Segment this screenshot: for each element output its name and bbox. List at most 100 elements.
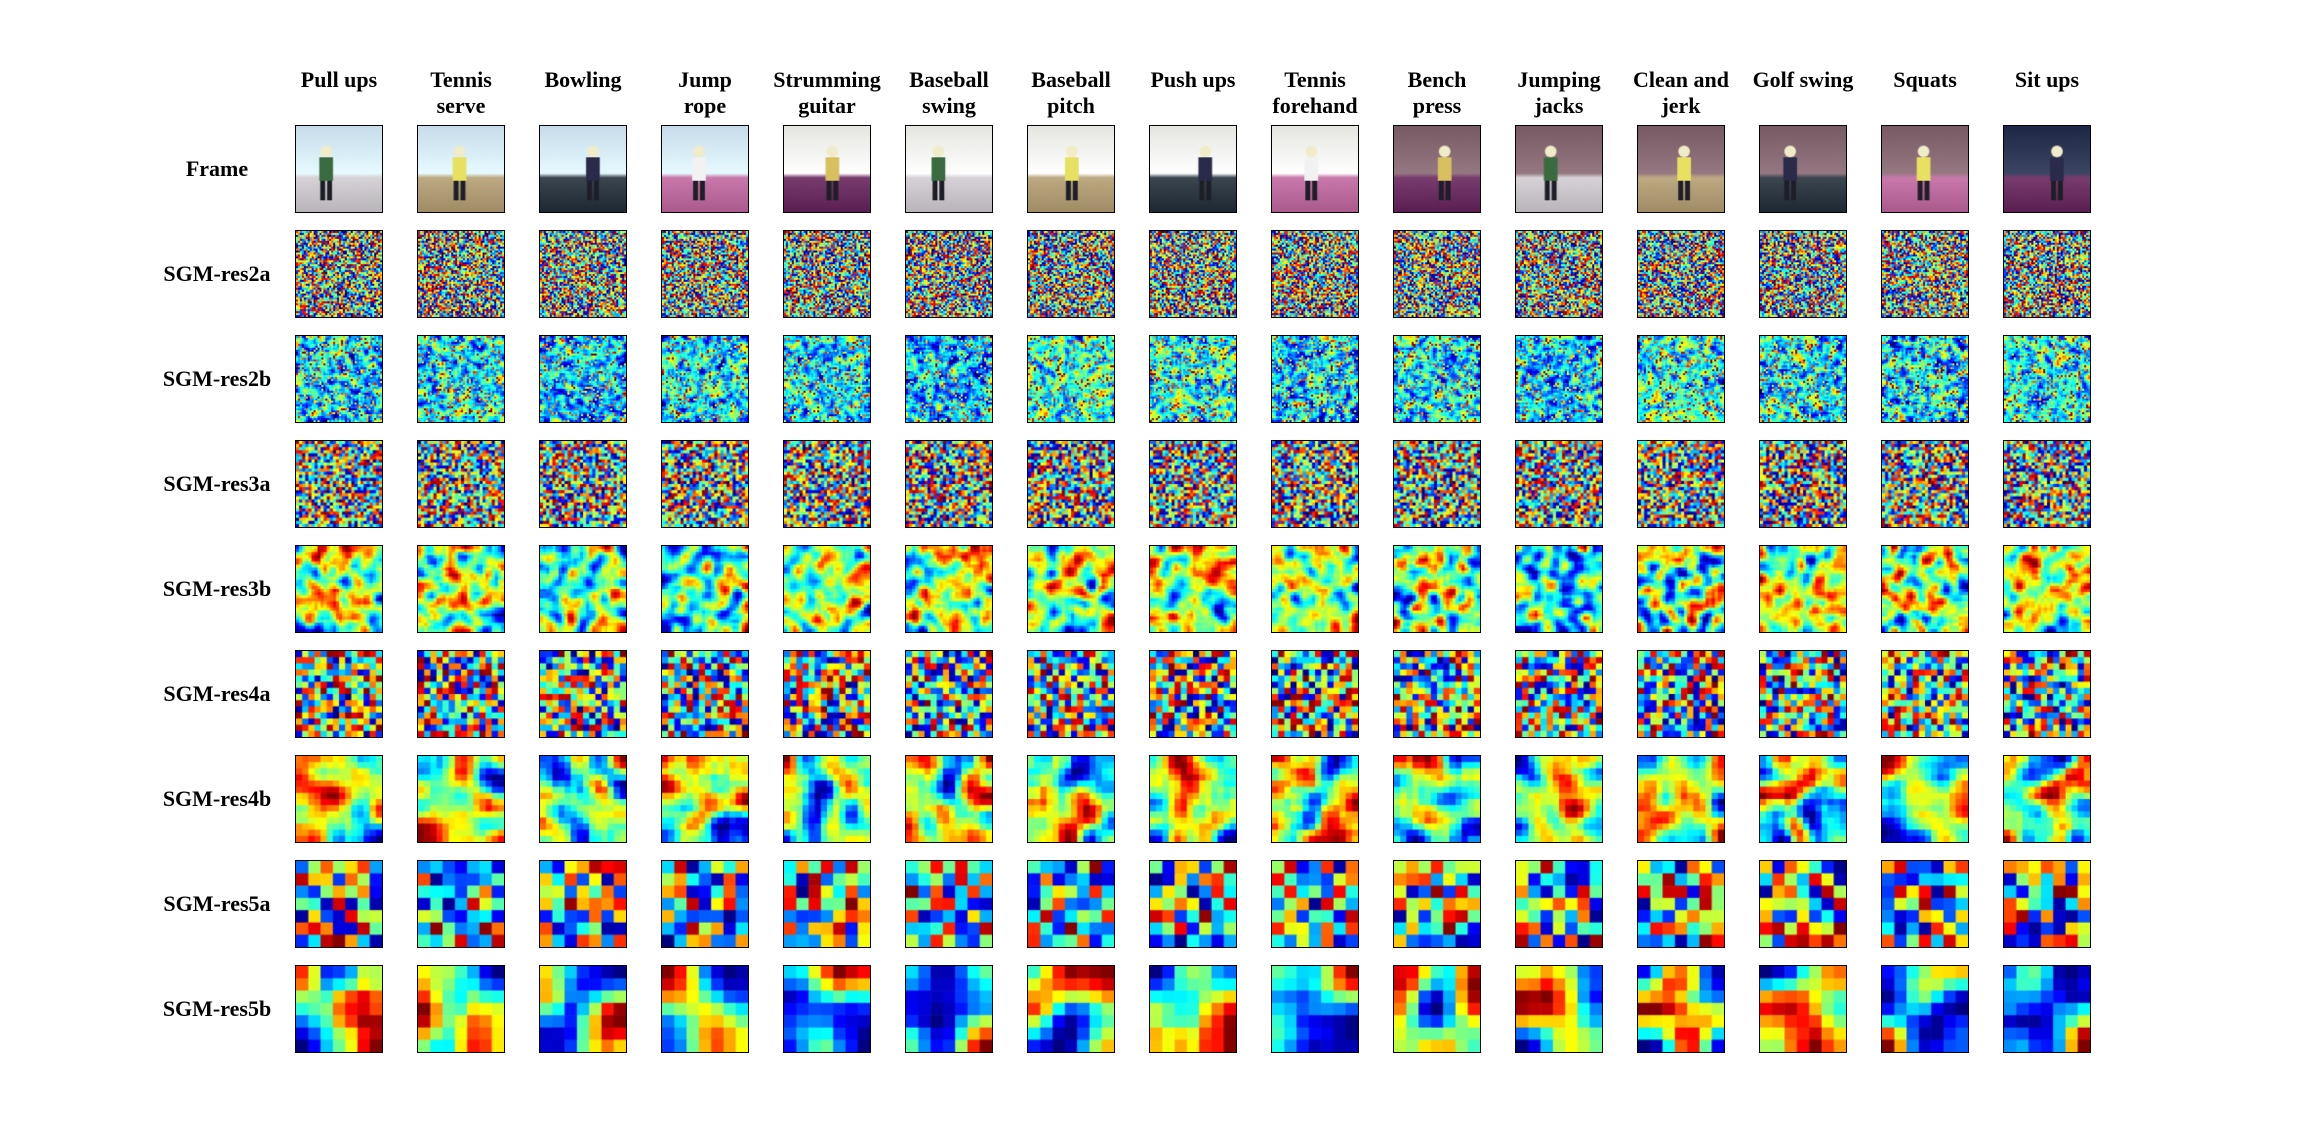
row-label: SGM-res2b [132,366,302,392]
video-frame-thumbnail [1637,125,1725,213]
feature-map-thumbnail [1149,755,1237,843]
feature-map-thumbnail [1393,545,1481,633]
video-frame-thumbnail [1027,125,1115,213]
feature-map-thumbnail [1149,440,1237,528]
video-frame-thumbnail [661,125,749,213]
feature-map-thumbnail [1637,335,1725,423]
feature-map-thumbnail [1393,755,1481,843]
feature-map-thumbnail [2003,335,2091,423]
feature-map-thumbnail [2003,860,2091,948]
column-header: Push ups [1123,67,1263,93]
row-label: Frame [132,156,302,182]
feature-map-thumbnail [783,440,871,528]
video-frame-thumbnail [295,125,383,213]
feature-map-thumbnail [539,230,627,318]
column-header: Squats [1855,67,1995,93]
feature-map-thumbnail [905,230,993,318]
feature-map-thumbnail [417,545,505,633]
feature-map-thumbnail [295,335,383,423]
feature-map-thumbnail [661,965,749,1053]
row-label: SGM-res5a [132,891,302,917]
feature-map-thumbnail [417,440,505,528]
feature-map-thumbnail [1027,965,1115,1053]
column-header: Baseball swing [879,67,1019,119]
feature-map-thumbnail [417,860,505,948]
feature-map-thumbnail [1881,545,1969,633]
feature-map-thumbnail [1637,755,1725,843]
feature-map-thumbnail [1393,965,1481,1053]
feature-map-thumbnail [783,545,871,633]
feature-map-thumbnail [1515,335,1603,423]
column-header: Golf swing [1733,67,1873,93]
feature-map-thumbnail [295,965,383,1053]
feature-map-thumbnail [1149,650,1237,738]
feature-map-thumbnail [1271,860,1359,948]
feature-map-thumbnail [1881,650,1969,738]
feature-map-thumbnail [539,650,627,738]
feature-map-thumbnail [1393,230,1481,318]
feature-map-thumbnail [1759,755,1847,843]
feature-map-thumbnail [539,335,627,423]
feature-map-thumbnail [905,335,993,423]
feature-map-thumbnail [1515,860,1603,948]
row-label: SGM-res4a [132,681,302,707]
column-header: Pull ups [269,67,409,93]
feature-map-thumbnail [2003,755,2091,843]
feature-map-thumbnail [783,860,871,948]
feature-map-thumbnail [783,230,871,318]
video-frame-thumbnail [1271,125,1359,213]
video-frame-thumbnail [1393,125,1481,213]
feature-map-thumbnail [1637,650,1725,738]
feature-map-thumbnail [1271,335,1359,423]
feature-map-thumbnail [2003,440,2091,528]
feature-map-thumbnail [1881,965,1969,1053]
feature-map-thumbnail [783,335,871,423]
row-label: SGM-res3b [132,576,302,602]
video-frame-thumbnail [539,125,627,213]
feature-map-thumbnail [2003,230,2091,318]
feature-map-thumbnail [1881,335,1969,423]
feature-map-thumbnail [905,650,993,738]
feature-map-thumbnail [661,860,749,948]
feature-map-thumbnail [1271,440,1359,528]
feature-map-thumbnail [295,440,383,528]
feature-map-thumbnail [661,545,749,633]
feature-map-thumbnail [905,755,993,843]
feature-map-thumbnail [1149,965,1237,1053]
feature-map-thumbnail [661,440,749,528]
video-frame-thumbnail [905,125,993,213]
row-label: SGM-res4b [132,786,302,812]
feature-map-thumbnail [417,335,505,423]
feature-map-thumbnail [295,545,383,633]
feature-map-thumbnail [1271,965,1359,1053]
feature-map-thumbnail [1515,230,1603,318]
column-header: Bench press [1367,67,1507,119]
feature-map-thumbnail [1637,440,1725,528]
feature-map-thumbnail [1027,230,1115,318]
row-label: SGM-res2a [132,261,302,287]
feature-map-thumbnail [905,545,993,633]
feature-map-thumbnail [1149,335,1237,423]
column-header: Sit ups [1977,67,2117,93]
feature-map-thumbnail [1515,440,1603,528]
feature-map-thumbnail [1271,545,1359,633]
video-frame-thumbnail [783,125,871,213]
feature-map-thumbnail [661,335,749,423]
feature-map-thumbnail [1759,230,1847,318]
feature-map-thumbnail [1393,440,1481,528]
feature-map-thumbnail [783,965,871,1053]
feature-map-thumbnail [905,440,993,528]
feature-map-thumbnail [1271,230,1359,318]
feature-map-thumbnail [661,755,749,843]
video-frame-thumbnail [1759,125,1847,213]
feature-map-thumbnail [1149,545,1237,633]
feature-map-thumbnail [1027,860,1115,948]
feature-map-thumbnail [1637,965,1725,1053]
video-frame-thumbnail [1515,125,1603,213]
feature-map-thumbnail [1759,650,1847,738]
feature-map-thumbnail [783,755,871,843]
feature-map-thumbnail [1515,650,1603,738]
feature-map-thumbnail [539,755,627,843]
feature-map-thumbnail [783,650,871,738]
feature-map-thumbnail [417,230,505,318]
